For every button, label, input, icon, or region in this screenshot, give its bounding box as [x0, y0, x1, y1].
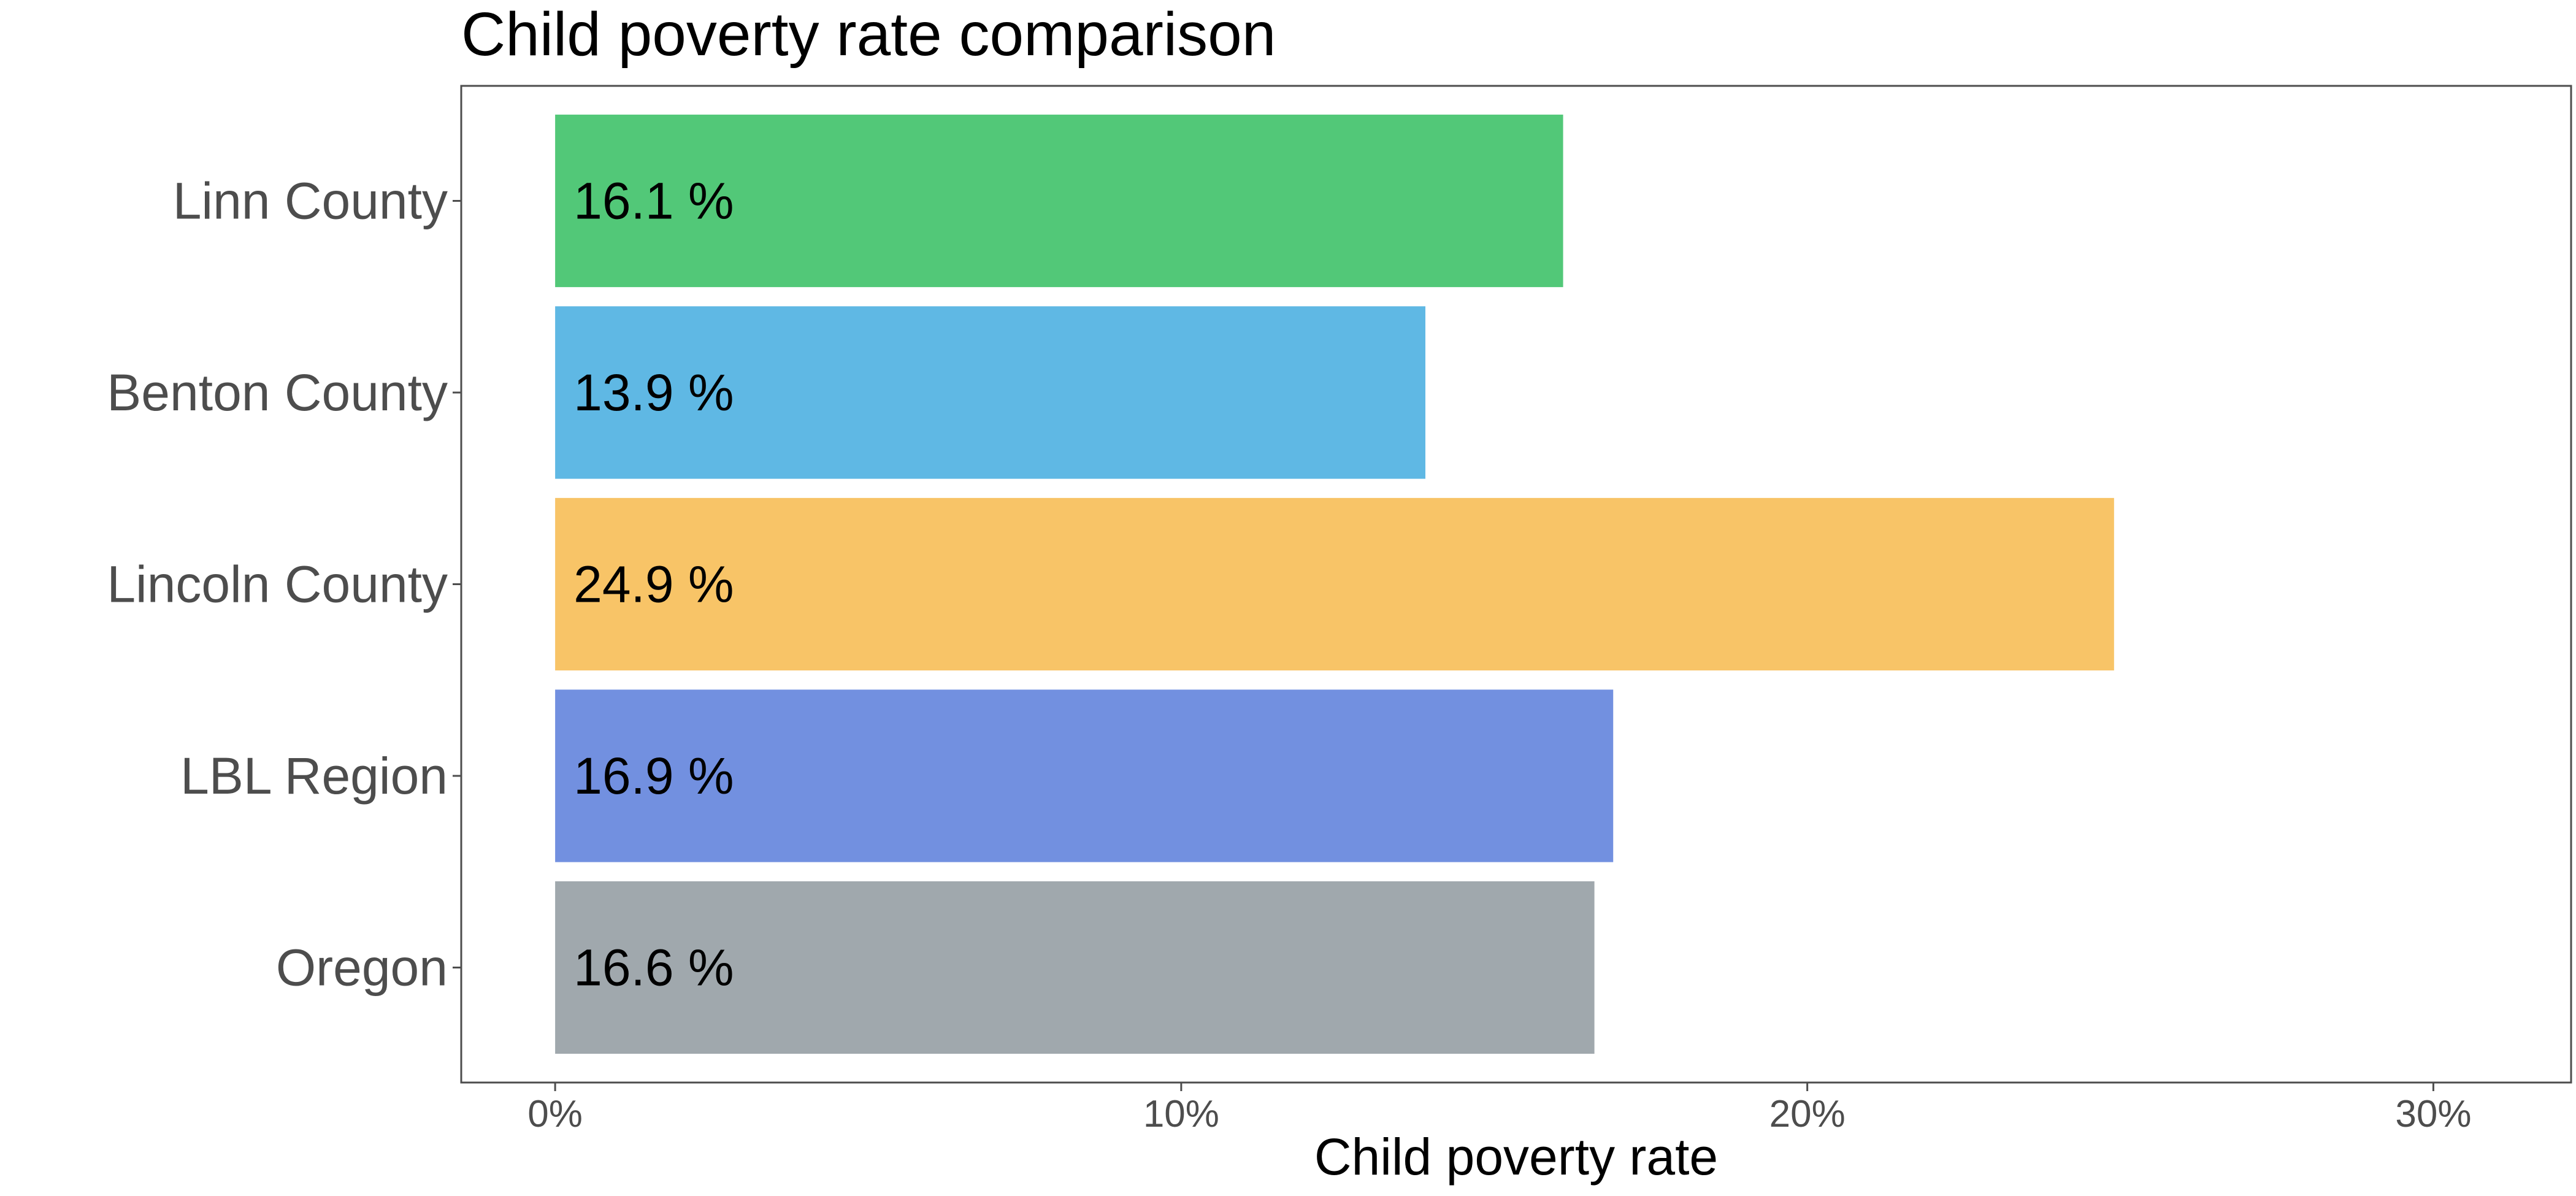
category-label-benton-county: Benton County	[107, 364, 448, 421]
bar-linn-county	[555, 114, 1563, 288]
x-axis-title: Child poverty rate	[1314, 1128, 1718, 1186]
data-label-lincoln-county: 24.9 %	[573, 556, 734, 613]
category-label-lbl-region: LBL Region	[180, 747, 448, 805]
data-label-lbl-region: 16.9 %	[573, 747, 734, 805]
data-label-benton-county: 13.9 %	[573, 364, 734, 421]
bar-benton-county	[555, 306, 1425, 479]
y-axis: Linn County Benton County Lincoln County LB…	[107, 172, 461, 997]
data-label-linn-county: 16.1 %	[573, 172, 734, 230]
bar-lincoln-county	[555, 497, 2114, 671]
bars-layer	[555, 114, 2114, 1054]
category-label-lincoln-county: Lincoln County	[107, 556, 448, 613]
x-tick-label: 20%	[1769, 1093, 1846, 1135]
x-tick-label: 0%	[527, 1093, 583, 1135]
bar-lbl-region	[555, 689, 1614, 862]
category-label-linn-county: Linn County	[173, 172, 448, 230]
x-tick-label: 30%	[2395, 1093, 2471, 1135]
chart-title: Child poverty rate comparison	[461, 0, 1276, 69]
data-label-oregon: 16.6 %	[573, 939, 734, 997]
bar-oregon	[555, 881, 1595, 1054]
x-axis: 0% 10% 20% 30%	[527, 1083, 2471, 1135]
data-labels-layer: 16.1 % 13.9 % 24.9 % 16.9 % 16.6 %	[573, 172, 734, 997]
x-tick-label: 10%	[1143, 1093, 1219, 1135]
category-label-oregon: Oregon	[276, 939, 448, 997]
